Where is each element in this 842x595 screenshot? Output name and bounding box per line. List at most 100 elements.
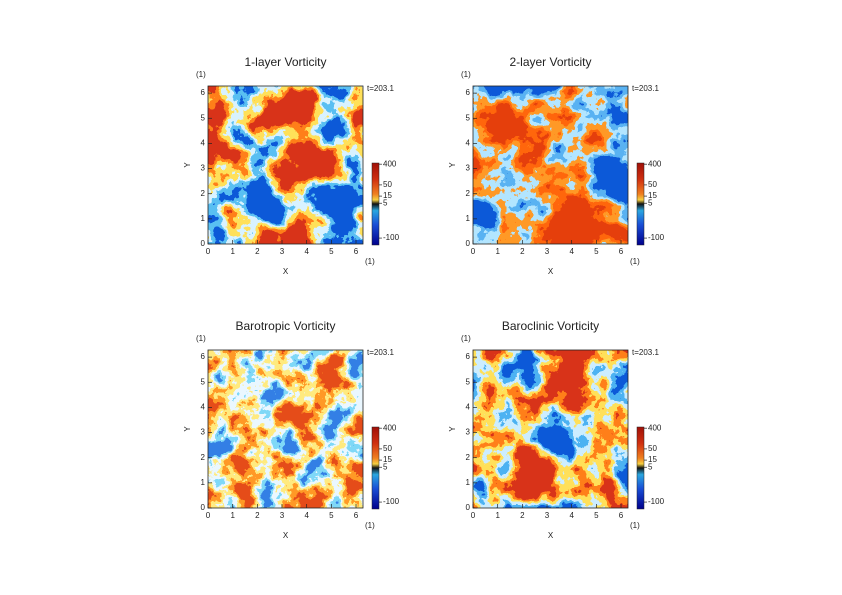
colorbar-tick-label: 50 (383, 444, 392, 453)
y-tick-label: 1 (201, 214, 206, 223)
x-tick-label: 2 (255, 511, 260, 520)
colorbar-tick-label: 5 (383, 462, 388, 471)
x-tick-label: 2 (520, 247, 525, 256)
x-tick-label: 2 (520, 511, 525, 520)
x-tick-label: 1 (495, 247, 500, 256)
vorticity-field (208, 86, 363, 244)
y-tick-label: 4 (201, 403, 206, 412)
colorbar-tick-label: 5 (648, 462, 653, 471)
plot-frame (207, 85, 364, 245)
y-axis-label: Y (183, 426, 192, 432)
x-tick-label: 3 (545, 247, 550, 256)
colorbar-tick-label: 5 (648, 198, 653, 207)
y-tick-label: 5 (201, 377, 206, 386)
colorbar (371, 426, 380, 510)
y-tick-label: 5 (201, 113, 206, 122)
y-tick-label: 2 (201, 453, 206, 462)
y-axis-label: Y (448, 162, 457, 168)
colorbar-tick-label: 400 (383, 159, 397, 168)
time-label: t=203.1 (367, 348, 394, 357)
vorticity-field (473, 350, 628, 508)
x-tick-label: 3 (280, 247, 285, 256)
x-unit: (1) (630, 521, 640, 530)
x-tick-label: 5 (594, 247, 599, 256)
colorbar (371, 162, 380, 246)
x-tick-label: 5 (329, 511, 334, 520)
x-tick-label: 0 (471, 247, 476, 256)
colorbar-tick-label: 5 (383, 198, 388, 207)
y-tick-label: 4 (466, 139, 471, 148)
y-tick-label: 1 (466, 478, 471, 487)
x-unit: (1) (630, 257, 640, 266)
x-unit: (1) (365, 521, 375, 530)
x-tick-label: 1 (230, 511, 235, 520)
colorbar-tick-label: 400 (648, 159, 662, 168)
panel-title: 1-layer Vorticity (244, 55, 326, 69)
colorbar (636, 426, 645, 510)
x-tick-label: 5 (329, 247, 334, 256)
x-tick-label: 1 (495, 511, 500, 520)
time-label: t=203.1 (632, 84, 659, 93)
y-tick-label: 0 (466, 503, 471, 512)
y-tick-label: 4 (466, 403, 471, 412)
y-axis-label: Y (183, 162, 192, 168)
time-label: t=203.1 (367, 84, 394, 93)
y-unit: (1) (461, 70, 471, 79)
y-tick-label: 5 (466, 377, 471, 386)
vorticity-field (208, 350, 363, 508)
x-tick-label: 4 (569, 247, 574, 256)
y-tick-label: 6 (201, 352, 206, 361)
panel-title: 2-layer Vorticity (509, 55, 591, 69)
y-tick-label: 2 (466, 189, 471, 198)
x-tick-label: 0 (206, 247, 211, 256)
colorbar-tick-label: 50 (648, 180, 657, 189)
x-tick-label: 0 (206, 511, 211, 520)
colorbar-tick-label: 15 (648, 455, 657, 464)
x-tick-label: 0 (471, 511, 476, 520)
y-tick-label: 1 (201, 478, 206, 487)
plot-frame (472, 85, 629, 245)
x-unit: (1) (365, 257, 375, 266)
colorbar-tick-label: -100 (383, 233, 400, 242)
x-tick-label: 6 (354, 247, 359, 256)
y-tick-label: 4 (201, 139, 206, 148)
vorticity-field (473, 86, 628, 244)
x-tick-label: 6 (619, 247, 624, 256)
x-axis-label: X (548, 267, 554, 276)
y-tick-label: 3 (201, 164, 206, 173)
colorbar-tick-label: -100 (383, 497, 400, 506)
colorbar-tick-label: 400 (648, 423, 662, 432)
y-tick-label: 3 (466, 164, 471, 173)
x-tick-label: 5 (594, 511, 599, 520)
x-tick-label: 1 (230, 247, 235, 256)
y-unit: (1) (196, 70, 206, 79)
panel-title: Barotropic Vorticity (235, 319, 335, 333)
y-tick-label: 0 (466, 239, 471, 248)
colorbar-tick-label: 50 (383, 180, 392, 189)
y-tick-label: 2 (201, 189, 206, 198)
colorbar (636, 162, 645, 246)
y-tick-label: 1 (466, 214, 471, 223)
x-tick-label: 3 (545, 511, 550, 520)
y-tick-label: 6 (201, 88, 206, 97)
x-tick-label: 6 (619, 511, 624, 520)
x-tick-label: 2 (255, 247, 260, 256)
y-tick-label: 3 (201, 428, 206, 437)
y-unit: (1) (461, 334, 471, 343)
y-tick-label: 0 (201, 503, 206, 512)
y-tick-label: 3 (466, 428, 471, 437)
y-tick-label: 0 (201, 239, 206, 248)
y-tick-label: 2 (466, 453, 471, 462)
x-axis-label: X (548, 531, 554, 540)
colorbar-tick-label: 15 (383, 455, 392, 464)
plot-frame (207, 349, 364, 509)
x-tick-label: 4 (569, 511, 574, 520)
colorbar-tick-label: 15 (648, 191, 657, 200)
colorbar-tick-label: 400 (383, 423, 397, 432)
panel-title: Baroclinic Vorticity (502, 319, 599, 333)
colorbar-tick-label: 50 (648, 444, 657, 453)
y-unit: (1) (196, 334, 206, 343)
x-axis-label: X (283, 531, 289, 540)
time-label: t=203.1 (632, 348, 659, 357)
